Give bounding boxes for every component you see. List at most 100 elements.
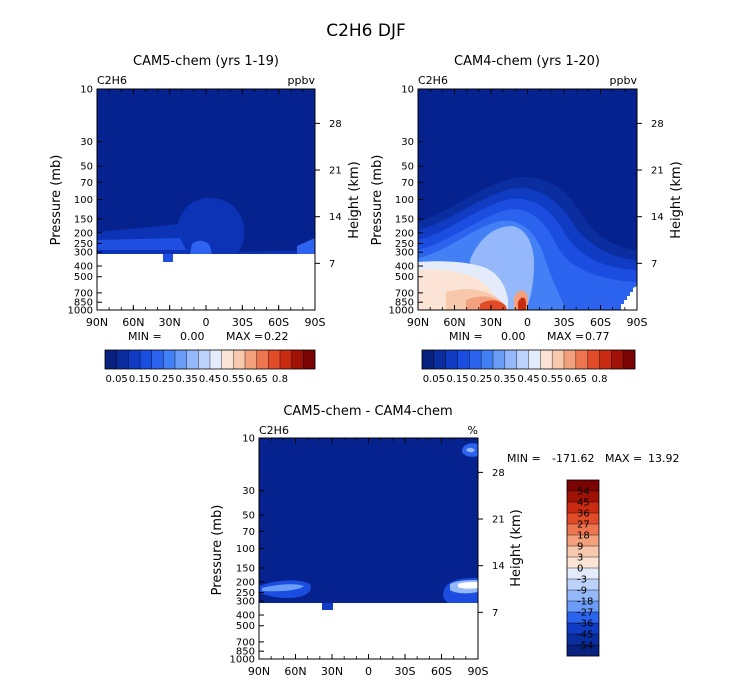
colorbar-label: 0.65 xyxy=(246,374,268,385)
colorbar-swatch xyxy=(303,350,316,369)
height-tick-label: 14 xyxy=(492,561,505,572)
y-axis-label-right: Height (km) xyxy=(669,161,684,238)
y-tick-label: 700 xyxy=(236,637,255,648)
y-tick-label: 70 xyxy=(242,527,255,538)
x-tick-label: 60S xyxy=(590,316,611,329)
units-label: ppbv xyxy=(288,74,316,87)
max-value: 0.22 xyxy=(264,330,289,343)
colorbar-swatch xyxy=(469,350,482,369)
y-tick-label: 50 xyxy=(242,511,255,522)
panel-title: CAM4-chem (yrs 1-20) xyxy=(454,54,600,69)
x-tick-label: 0 xyxy=(524,316,531,329)
colorbar-label: 3 xyxy=(577,553,583,564)
y-tick-label: 100 xyxy=(236,544,255,555)
colorbar-swatch xyxy=(567,546,599,558)
colorbar-swatch xyxy=(567,634,599,646)
x-tick-labels: 90N 60N 30N 0 30S 60S 90S xyxy=(407,316,648,329)
colorbar-label: 18 xyxy=(577,531,590,542)
x-tick-label: 90S xyxy=(627,316,648,329)
height-tick-labels: 28 21 14 7 xyxy=(651,119,664,270)
panel-title: CAM5-chem - CAM4-chem xyxy=(283,404,452,419)
x-tick-label: 60S xyxy=(268,316,289,329)
y-tick-label: 500 xyxy=(236,621,255,632)
colorbar-swatch xyxy=(245,350,257,369)
y-tick-label: 300 xyxy=(236,597,255,608)
colorbar-swatch xyxy=(567,645,599,657)
colorbar-swatch xyxy=(567,480,599,492)
x-tick-label: 90N xyxy=(407,316,429,329)
colorbar-swatch xyxy=(140,350,152,369)
units-label: ppbv xyxy=(610,74,638,87)
contour-field xyxy=(418,89,637,310)
contour-band xyxy=(190,240,212,254)
colorbar-swatch xyxy=(564,350,577,369)
stats-line: MIN = 0.00 MAX = 0.22 xyxy=(128,330,289,343)
max-value: 0.77 xyxy=(585,330,610,343)
colorbar-swatch xyxy=(198,350,211,369)
colorbar-swatch xyxy=(504,350,517,369)
colorbar-swatch xyxy=(599,350,612,369)
y-tick-label: 30 xyxy=(242,486,255,497)
contour-band xyxy=(466,447,475,453)
colorbar-label: 45 xyxy=(577,498,590,509)
x-tick-label: 30S xyxy=(554,316,575,329)
colorbar-label: -54 xyxy=(577,641,593,652)
height-tick-label: 28 xyxy=(651,119,664,130)
panel-cam5-chem: CAM5-chem (yrs 1-19) C2H6 ppbv 90N 60N 30N… xyxy=(49,54,362,385)
colorbar-swatch xyxy=(481,350,494,369)
colorbar-swatch xyxy=(567,524,599,536)
colorbar-label: 0.65 xyxy=(565,374,587,385)
colorbar-swatch xyxy=(567,557,599,569)
y-tick-label: 10 xyxy=(242,434,255,445)
contour-band xyxy=(322,603,333,610)
colorbar-label: 0.45 xyxy=(199,374,221,385)
y-tick-label: 50 xyxy=(80,162,93,173)
height-tick-label: 28 xyxy=(329,119,342,130)
colorbar-label: 0.05 xyxy=(106,374,128,385)
y-tick-label: 700 xyxy=(74,288,93,299)
colorbar-swatch xyxy=(457,350,470,369)
colorbar-label: 0.45 xyxy=(517,374,539,385)
height-tick-label: 21 xyxy=(492,515,505,526)
x-tick-label: 90S xyxy=(305,316,326,329)
y-tick-label: 250 xyxy=(74,239,93,250)
min-value: 0.00 xyxy=(180,330,205,343)
colorbar-swatch xyxy=(268,350,281,369)
y-tick-label: 1000 xyxy=(389,306,414,317)
height-tick-label: 21 xyxy=(329,166,342,177)
colorbar-swatch xyxy=(516,350,529,369)
panel-difference: CAM5-chem - CAM4-chem C2H6 % 90N 60N 30N 0 3… xyxy=(210,404,680,678)
axis-ticks xyxy=(96,88,320,311)
colorbar-label: -45 xyxy=(577,630,593,641)
stats-line: MIN = -171.62 MAX = 13.92 xyxy=(507,452,680,465)
y-tick-label: 150 xyxy=(236,563,255,574)
colorbar-swatch xyxy=(567,535,599,547)
y-tick-label: 70 xyxy=(80,178,93,189)
y-tick-label: 250 xyxy=(395,239,414,250)
y-axis-label-right: Height (km) xyxy=(347,161,362,238)
colorbar-swatch xyxy=(163,350,176,369)
contour-band xyxy=(97,238,186,250)
colorbar-label: -9 xyxy=(577,586,587,597)
colorbar-swatch xyxy=(567,502,599,514)
panel-title: CAM5-chem (yrs 1-19) xyxy=(133,54,279,69)
x-tick-label: 30N xyxy=(159,316,181,329)
max-value: 13.92 xyxy=(648,452,680,465)
height-tick-label: 7 xyxy=(329,259,335,270)
contour-band xyxy=(458,582,478,589)
y-tick-label: 50 xyxy=(401,162,414,173)
x-tick-label: 0 xyxy=(203,316,210,329)
variable-label: C2H6 xyxy=(97,74,127,87)
below-surface-mask xyxy=(621,286,637,310)
max-label: MAX = xyxy=(605,452,642,465)
colorbar-swatch xyxy=(623,350,636,369)
contour-field xyxy=(259,438,478,659)
y-tick-label: 1000 xyxy=(68,306,93,317)
y-tick-label: 850 xyxy=(395,298,414,309)
colorbar-swatch xyxy=(567,568,599,580)
y-axis-label: Pressure (mb) xyxy=(210,505,225,596)
colorbar-swatch xyxy=(567,590,599,602)
